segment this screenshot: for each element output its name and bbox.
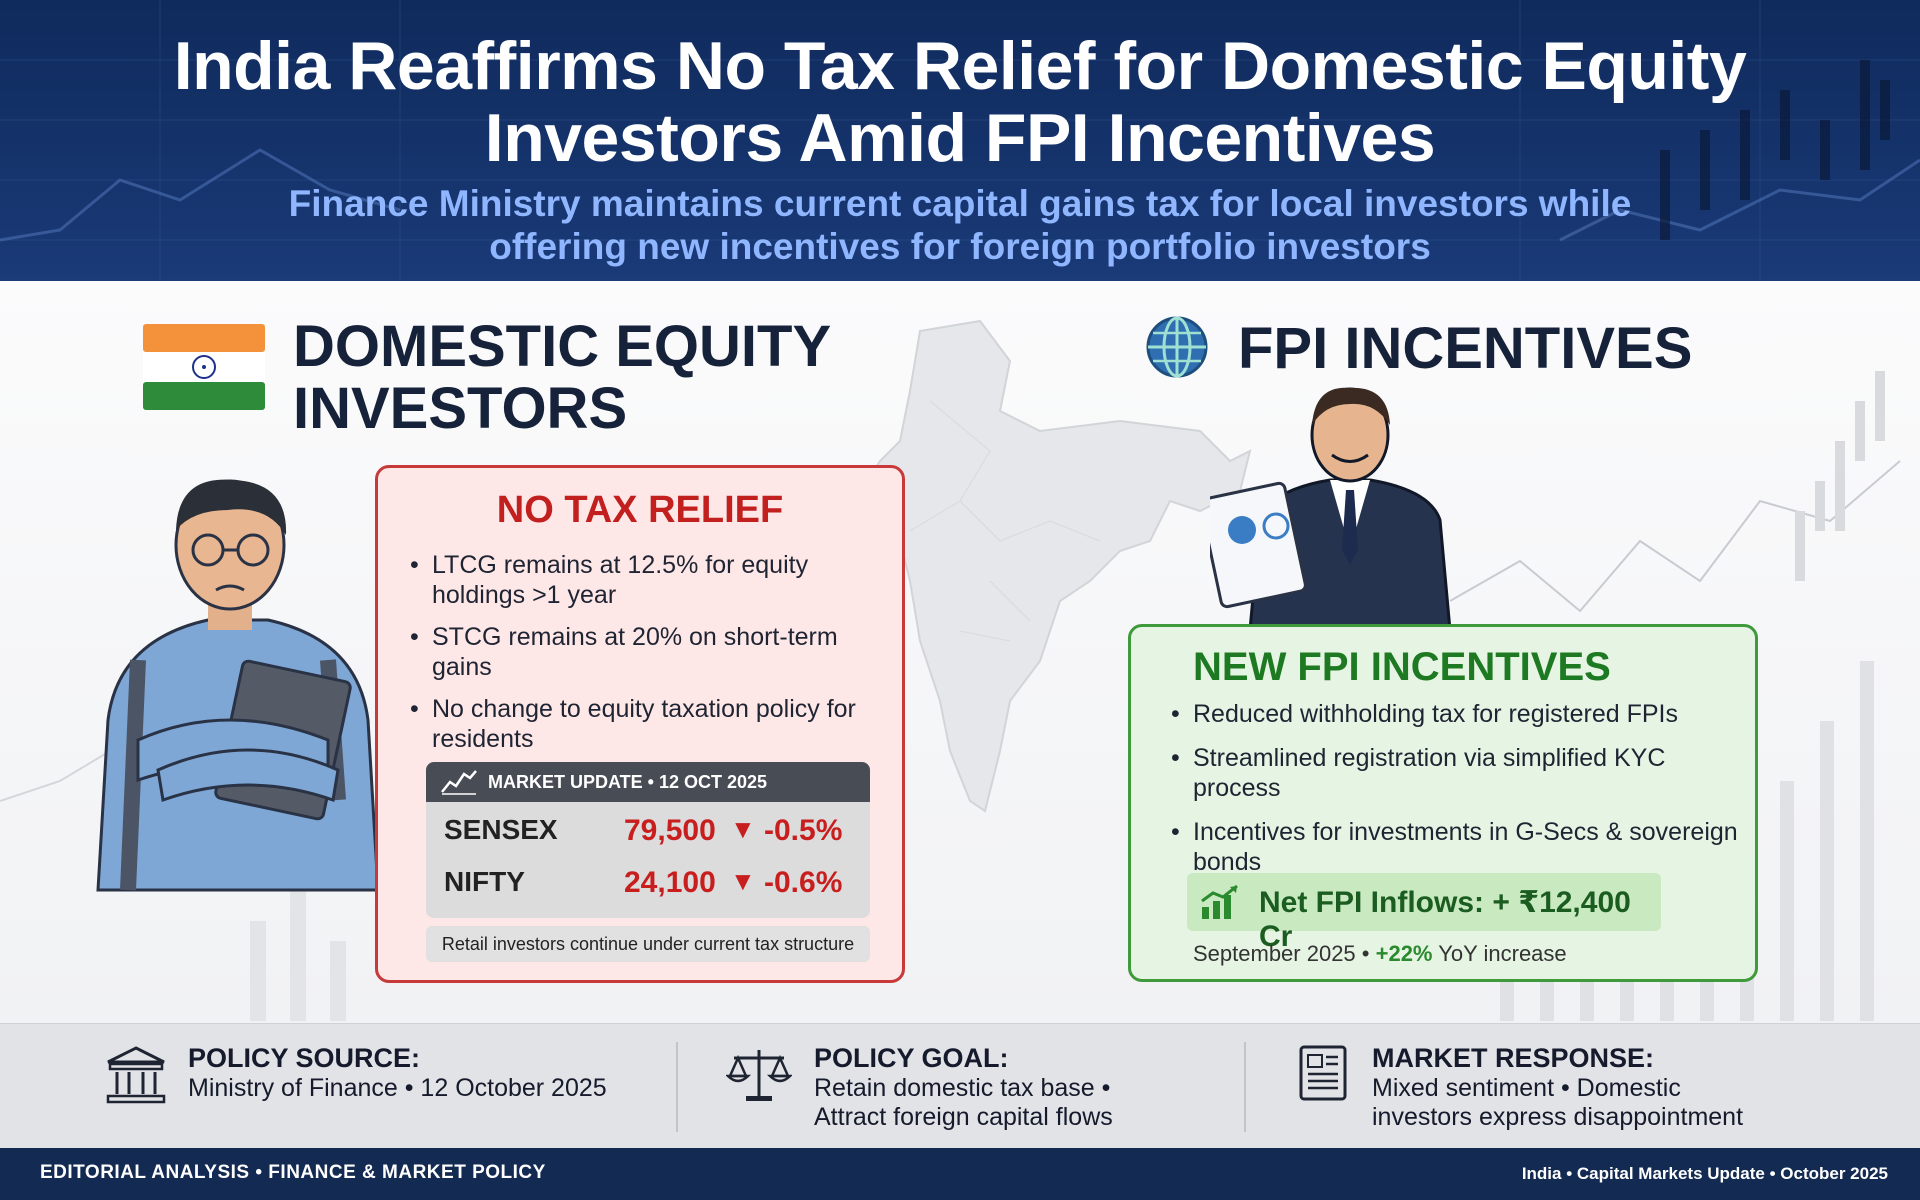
- market-response-line-1: Mixed sentiment • Domestic: [1372, 1074, 1681, 1102]
- policy-goal: POLICY GOAL: Retain domestic tax base • …: [814, 1042, 1113, 1132]
- info-divider: [1244, 1042, 1246, 1132]
- list-item: Reduced withholding tax for registered F…: [1169, 699, 1749, 729]
- yoy-percent: +22%: [1375, 941, 1433, 966]
- main-panel: DOMESTIC EQUITY INVESTORS FPI INCENTIVES: [0, 281, 1920, 1023]
- header-banner: India Reaffirms No Tax Relief for Domest…: [0, 0, 1920, 281]
- retail-note: Retail investors continue under current …: [426, 926, 870, 962]
- title-line-1: India Reaffirms No Tax Relief for Domest…: [173, 28, 1747, 104]
- list-item: Incentives for investments in G-Secs & s…: [1169, 817, 1749, 877]
- title-line-2: Investors Amid FPI Incentives: [484, 100, 1436, 176]
- footer-bar: EDITORIAL ANALYSIS • FINANCE & MARKET PO…: [0, 1148, 1920, 1200]
- fpi-incentives-title: NEW FPI INCENTIVES: [1193, 645, 1611, 689]
- market-update-header: MARKET UPDATE • 12 OCT 2025: [426, 762, 870, 802]
- footer-right-text: India • Capital Markets Update • October…: [1521, 1164, 1888, 1183]
- inflow-period-label: September 2025 •: [1193, 941, 1370, 966]
- market-response-text: Mixed sentiment • Domestic investors exp…: [1372, 1074, 1743, 1132]
- fpi-points-list: Reduced withholding tax for registered F…: [1169, 699, 1749, 891]
- market-response: MARKET RESPONSE: Mixed sentiment • Domes…: [1372, 1042, 1743, 1132]
- down-arrow-icon: ▼: [730, 814, 756, 844]
- policy-info-bar: POLICY SOURCE: Ministry of Finance • 12 …: [0, 1023, 1920, 1148]
- market-row-sensex: SENSEX 79,500 ▼ -0.5%: [426, 802, 870, 854]
- subtitle-line-2: offering new incentives for foreign port…: [489, 226, 1431, 267]
- info-divider: [676, 1042, 678, 1132]
- net-inflows-value: Net FPI Inflows: + ₹12,400 Cr: [1259, 886, 1631, 953]
- government-building-icon: [106, 1046, 166, 1104]
- yoy-suffix: YoY increase: [1438, 941, 1567, 966]
- fpi-incentives-card: NEW FPI INCENTIVES Reduced withholding t…: [1128, 624, 1758, 982]
- list-item: Streamlined registration via simplified …: [1169, 743, 1749, 803]
- header-background-chart: [0, 0, 1920, 281]
- india-flag-icon: [143, 324, 265, 410]
- domestic-title-line-2: INVESTORS: [293, 376, 628, 441]
- index-name: SENSEX: [444, 814, 558, 845]
- footer-left-text: EDITORIAL ANALYSIS • FINANCE & MARKET PO…: [40, 1162, 546, 1183]
- list-item: STCG remains at 20% on short-term gains: [408, 622, 888, 682]
- globe-icon: [1146, 316, 1208, 378]
- index-value: 79,500: [624, 814, 716, 847]
- growth-chart-icon: [1201, 884, 1238, 919]
- market-response-label: MARKET RESPONSE:: [1372, 1043, 1655, 1073]
- market-update-panel: MARKET UPDATE • 12 OCT 2025 SENSEX 79,50…: [426, 762, 870, 918]
- index-change: -0.6%: [764, 866, 843, 899]
- market-response-line-2: investors express disappointment: [1372, 1103, 1744, 1131]
- index-name: NIFTY: [444, 866, 525, 897]
- index-value: 24,100: [624, 866, 716, 899]
- no-tax-relief-title: NO TAX RELIEF: [496, 489, 784, 531]
- policy-goal-line-1: Retain domestic tax base •: [814, 1074, 1111, 1102]
- domestic-title-line-1: DOMESTIC EQUITY: [293, 314, 832, 379]
- inflow-period: September 2025 • +22% YoY increase: [1193, 941, 1567, 967]
- index-change: -0.5%: [764, 814, 843, 847]
- no-tax-relief-card: NO TAX RELIEF LTCG remains at 12.5% for …: [375, 465, 905, 983]
- page-subtitle: Finance Ministry maintains current capit…: [0, 182, 1920, 268]
- domestic-points-list: LTCG remains at 12.5% for equity holding…: [408, 550, 888, 766]
- market-update-title: MARKET UPDATE • 12 OCT 2025: [488, 772, 768, 792]
- policy-source: POLICY SOURCE: Ministry of Finance • 12 …: [188, 1042, 607, 1103]
- domestic-section-title: DOMESTIC EQUITY INVESTORS: [293, 316, 853, 440]
- policy-goal-line-2: Attract foreign capital flows: [814, 1103, 1113, 1131]
- list-item: No change to equity taxation policy for …: [408, 694, 888, 754]
- policy-goal-label: POLICY GOAL:: [814, 1043, 1009, 1073]
- subtitle-line-1: Finance Ministry maintains current capit…: [288, 183, 1632, 224]
- policy-source-text: Ministry of Finance • 12 October 2025: [188, 1074, 607, 1103]
- newspaper-icon: [1299, 1045, 1347, 1101]
- policy-goal-text: Retain domestic tax base • Attract forei…: [814, 1074, 1113, 1132]
- fpi-businessman-illustration: [1210, 387, 1452, 630]
- net-inflows-badge: Net FPI Inflows: + ₹12,400 Cr: [1187, 873, 1661, 953]
- fpi-section-title: FPI INCENTIVES: [1238, 316, 1693, 381]
- scales-icon: [726, 1050, 792, 1101]
- list-item: LTCG remains at 12.5% for equity holding…: [408, 550, 888, 610]
- page-title: India Reaffirms No Tax Relief for Domest…: [0, 30, 1920, 174]
- policy-source-line: Ministry of Finance • 12 October 2025: [188, 1074, 607, 1102]
- policy-source-label: POLICY SOURCE:: [188, 1043, 421, 1073]
- down-arrow-icon: ▼: [730, 866, 756, 896]
- market-row-nifty: NIFTY 24,100 ▼ -0.6%: [426, 854, 870, 906]
- market-line-icon: [441, 770, 477, 795]
- worried-investor-illustration: [96, 479, 378, 892]
